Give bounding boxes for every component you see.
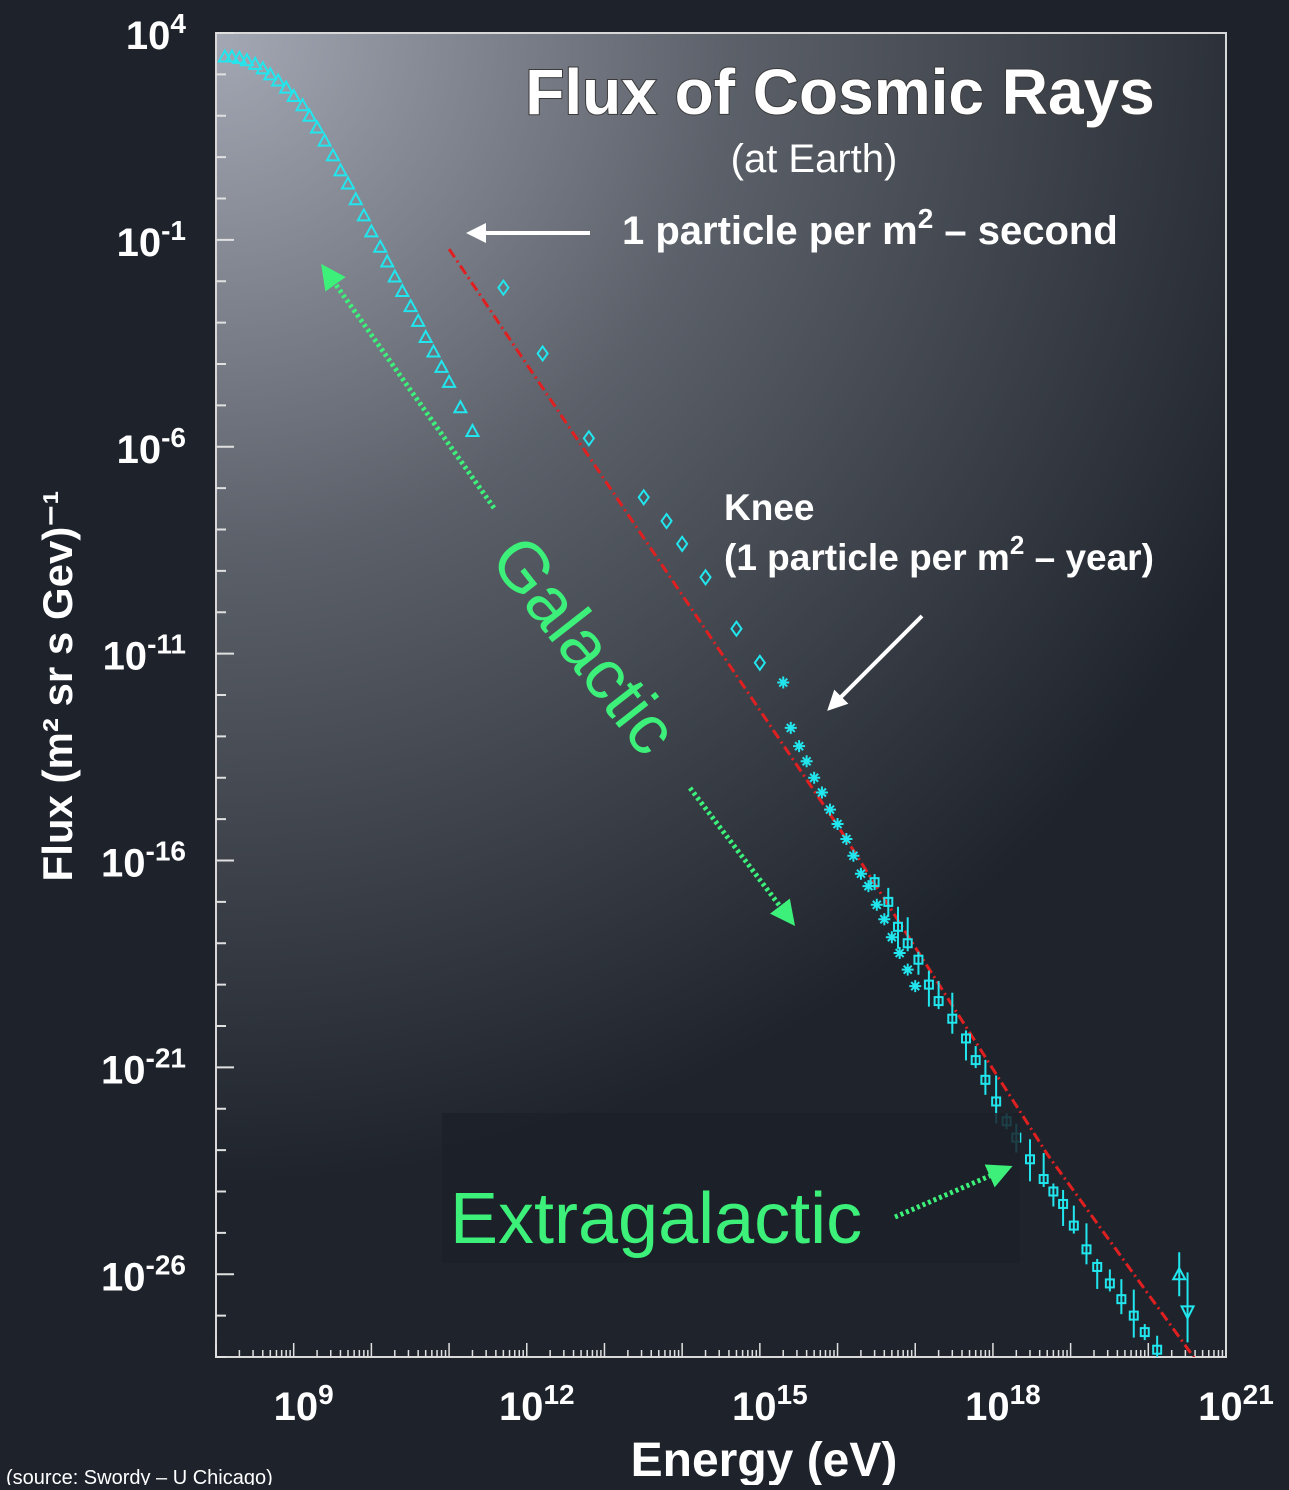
triangle-point — [224, 48, 240, 63]
data-points — [217, 48, 1196, 1357]
diamond-point — [730, 619, 743, 638]
y-tick-label: 104 — [126, 8, 187, 58]
chart-subtitle: (at Earth) — [731, 137, 898, 181]
triangle-point — [247, 55, 263, 70]
triangle-point — [286, 87, 302, 103]
axis-ticks — [215, 32, 1224, 1358]
triangle-point — [325, 147, 341, 162]
triangle-point — [433, 358, 450, 373]
star-point — [885, 931, 898, 944]
triangle-point — [452, 399, 469, 414]
triangle-point — [231, 49, 248, 64]
diamond-point — [637, 488, 650, 507]
diamond-point — [660, 512, 673, 530]
star-point — [784, 721, 797, 734]
triangle-point — [278, 79, 294, 94]
extragalactic-label-backdrop — [442, 1113, 1020, 1263]
triangle-point — [262, 66, 278, 81]
knee-arrow — [827, 614, 924, 711]
y-tick-label: 10-1 — [117, 215, 186, 265]
diamond-point — [699, 568, 712, 587]
triangle-point — [239, 52, 255, 67]
triangle-point — [379, 253, 395, 268]
x-axis-title: Energy (eV) — [631, 1434, 898, 1485]
knee-title: Knee — [724, 487, 814, 528]
triangle-point — [410, 312, 426, 327]
tick-labels: 109 1012 1015 1018 1021 104 10-1 10-6 10-11 10-16… — [101, 8, 1274, 1429]
y-tick-label: 10-21 — [101, 1042, 186, 1092]
star-point — [893, 947, 906, 960]
triangle-point — [340, 175, 356, 190]
diamond-point — [753, 654, 767, 672]
triangle-point — [270, 72, 286, 87]
y-tick-label: 10-16 — [101, 836, 186, 886]
star-point — [847, 849, 860, 862]
extragalactic-label: Extragalactic — [450, 1179, 862, 1259]
y-tick-label: 10-26 — [101, 1249, 186, 1299]
x-tick-label: 1018 — [965, 1379, 1041, 1429]
star-point — [800, 755, 813, 768]
star-point — [831, 818, 844, 831]
triangle-point — [294, 97, 311, 112]
star-point — [815, 786, 828, 799]
y-axis-title: Flux (m² sr s Gev)⁻¹ — [34, 491, 81, 882]
knee-annotation: (1 particle per m2 – year) — [724, 530, 1154, 578]
down-triangle-point — [1179, 1305, 1196, 1321]
x-tick-label: 1021 — [1198, 1379, 1274, 1429]
star-point — [870, 898, 883, 911]
second-annotation: 1 particle per m2 – second — [622, 203, 1118, 253]
y-tick-label: 10-6 — [117, 422, 186, 472]
triangle-point — [418, 328, 434, 343]
triangle-point — [309, 119, 325, 134]
diamond-point — [536, 344, 549, 363]
galactic-arrow-down — [688, 786, 796, 926]
star-point — [777, 676, 790, 689]
triangle-point — [348, 191, 364, 206]
star-point — [878, 913, 891, 926]
chart-title: Flux of Cosmic Rays — [525, 56, 1155, 128]
star-point — [901, 963, 914, 976]
triangle-point — [425, 343, 442, 358]
triangle-point — [402, 298, 419, 313]
triangle-point — [363, 223, 380, 238]
star-point — [824, 803, 837, 816]
fit-line — [447, 248, 1196, 1357]
triangle-point — [394, 282, 410, 298]
triangle-point — [441, 373, 457, 388]
star-point — [854, 867, 867, 880]
star-point — [808, 771, 821, 784]
star-point — [840, 833, 853, 846]
x-tick-label: 1012 — [499, 1379, 575, 1429]
x-tick-label: 1015 — [732, 1379, 808, 1429]
galactic-arrow-up — [321, 263, 497, 510]
extragalactic-arrow — [894, 1164, 1013, 1220]
x-tick-label: 109 — [274, 1379, 334, 1429]
triangle-point — [387, 268, 403, 283]
diamond-point — [675, 535, 689, 553]
triangle-point — [372, 238, 388, 253]
diamond-point — [582, 429, 596, 448]
diamond-point — [497, 278, 510, 297]
star-point — [862, 880, 875, 893]
triangle-point — [255, 60, 271, 75]
triangle-point — [356, 207, 372, 222]
triangle-point — [464, 422, 481, 438]
source-note: (source: Swordy – U Chicago) — [6, 1467, 273, 1485]
triangle-point — [301, 107, 318, 122]
triangle-point — [332, 162, 349, 177]
star-point — [793, 740, 806, 753]
star-point — [909, 980, 922, 993]
y-tick-label: 10-11 — [103, 629, 186, 679]
triangle-point — [316, 132, 333, 147]
